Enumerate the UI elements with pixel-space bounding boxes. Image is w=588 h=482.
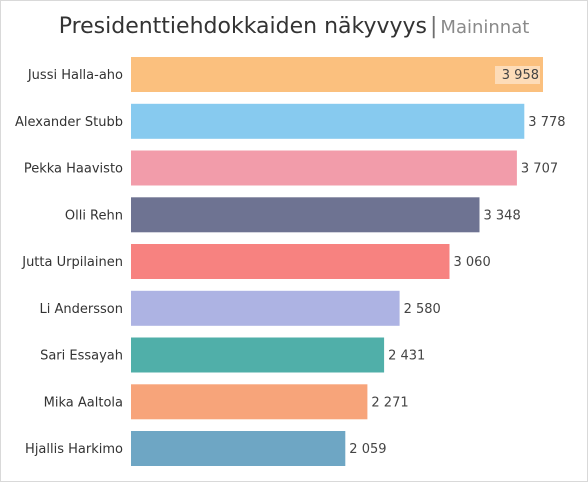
category-label: Olli Rehn xyxy=(65,208,123,223)
value-label-highlight xyxy=(495,66,540,84)
category-label: Li Andersson xyxy=(40,302,123,317)
title-separator: | xyxy=(430,14,438,39)
value-label: 3 778 xyxy=(528,115,565,130)
category-label: Jutta Urpilainen xyxy=(21,255,123,270)
value-label: 2 580 xyxy=(404,302,441,317)
value-label: 3 060 xyxy=(454,255,491,270)
chart-title: Presidenttiehdokkaiden näkyvyys | Maininna… xyxy=(0,14,588,39)
bar[interactable] xyxy=(131,384,368,420)
category-label: Hjallis Harkimo xyxy=(25,442,123,457)
category-label: Mika Aaltola xyxy=(44,395,123,410)
bar[interactable] xyxy=(131,103,525,139)
category-label: Alexander Stubb xyxy=(15,115,123,130)
title-subtitle: Maininnat xyxy=(440,17,530,38)
bar[interactable] xyxy=(131,150,517,186)
value-label: 2 271 xyxy=(371,395,408,410)
title-main: Presidenttiehdokkaiden näkyvyys xyxy=(58,14,427,39)
category-label: Jussi Halla-aho xyxy=(27,68,123,83)
bar[interactable] xyxy=(131,431,346,466)
bar[interactable] xyxy=(131,57,543,92)
value-label: 3 348 xyxy=(484,208,521,223)
category-label: Pekka Haavisto xyxy=(24,162,123,177)
bar[interactable] xyxy=(131,290,400,326)
bar[interactable] xyxy=(131,244,450,279)
bar[interactable] xyxy=(131,337,385,373)
bar[interactable] xyxy=(131,197,480,233)
value-label: 3 958 xyxy=(502,68,539,83)
category-label: Sari Essayah xyxy=(40,349,123,364)
value-label: 2 059 xyxy=(349,442,386,457)
value-label: 3 707 xyxy=(521,162,558,177)
value-label: 2 431 xyxy=(388,349,425,364)
